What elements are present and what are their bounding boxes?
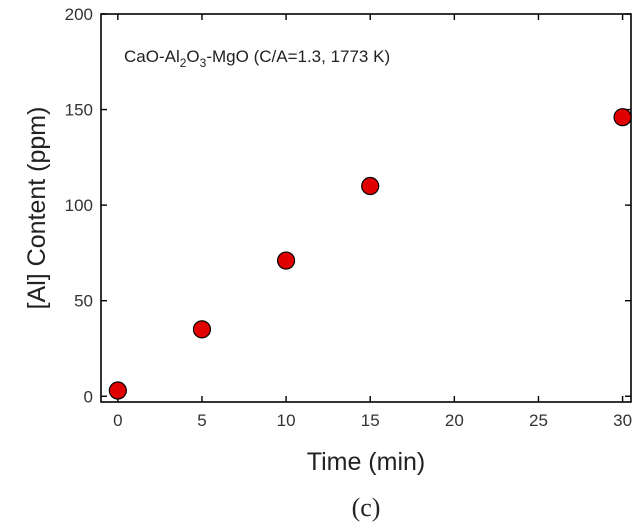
annotation-text: CaO-Al xyxy=(124,47,180,66)
y-axis-ticks: 0 50 100 150 200 xyxy=(65,5,631,406)
data-point xyxy=(192,320,212,339)
annotation-subscript: 3 xyxy=(200,56,207,70)
x-tick-label: 15 xyxy=(361,411,380,430)
y-axis-label: [Al] Content (ppm) xyxy=(23,107,51,310)
x-axis-label: Time (min) xyxy=(307,448,426,476)
panel-label: (c) xyxy=(352,493,381,522)
x-axis-ticks: 0 5 10 15 20 25 30 xyxy=(113,14,632,430)
data-points xyxy=(108,108,632,400)
data-point xyxy=(276,251,296,270)
annotation-subscript: 2 xyxy=(180,56,187,70)
x-tick-label: 30 xyxy=(613,411,632,430)
y-tick-label: 100 xyxy=(65,196,93,215)
x-tick-label: 10 xyxy=(277,411,296,430)
data-point xyxy=(361,176,380,196)
x-tick-label: 5 xyxy=(197,411,206,430)
x-tick-label: 25 xyxy=(529,411,548,430)
y-tick-label: 200 xyxy=(65,5,93,24)
chart-annotation: CaO-Al2O3-MgO (C/A=1.3, 1773 K) xyxy=(124,47,390,70)
data-point xyxy=(108,381,127,400)
x-tick-label: 0 xyxy=(113,411,122,430)
x-tick-label: 20 xyxy=(445,411,464,430)
annotation-text: O xyxy=(186,47,199,66)
y-tick-label: 0 xyxy=(84,387,93,406)
y-tick-label: 150 xyxy=(65,101,93,120)
annotation-text: -MgO (C/A=1.3, 1773 K) xyxy=(206,47,390,66)
y-tick-label: 50 xyxy=(74,292,93,311)
plot-frame xyxy=(100,13,632,403)
data-point xyxy=(613,108,632,127)
